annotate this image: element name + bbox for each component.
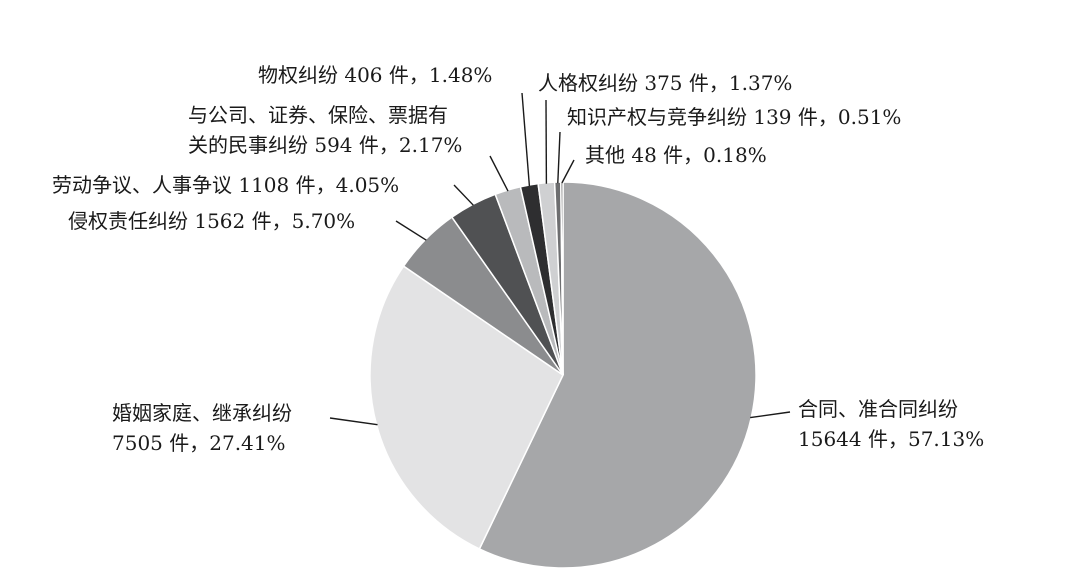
leader-line-3 xyxy=(453,184,474,206)
leader-line-4 xyxy=(489,155,509,192)
slice-label-0-line-0: 合同、准合同纠纷 xyxy=(798,397,958,421)
leader-line-0 xyxy=(750,411,791,419)
slice-label-7-line-0: 知识产权与竞争纠纷 139 件，0.51% xyxy=(567,105,901,129)
slice-label-4-line-1: 关的民事纠纷 594 件，2.17% xyxy=(188,133,462,157)
leader-line-2 xyxy=(395,220,427,241)
slice-label-0-line-1: 15644 件，57.13% xyxy=(798,427,984,451)
leader-line-1 xyxy=(329,417,378,426)
slice-label-6-line-0: 人格权纠纷 375 件，1.37% xyxy=(538,71,792,95)
slice-label-2-line-0: 侵权责任纠纷 1562 件，5.70% xyxy=(68,209,355,233)
pie-slices xyxy=(369,181,757,569)
leader-lines xyxy=(329,92,791,426)
leader-line-5 xyxy=(521,92,531,187)
slice-label-4-line-0: 与公司、证券、保险、票据有 xyxy=(188,103,448,127)
slice-label-3-line-0: 劳动争议、人事争议 1108 件，4.05% xyxy=(52,173,399,197)
slice-label-1-line-0: 婚姻家庭、继承纠纷 xyxy=(112,401,292,425)
slice-label-8-line-0: 其他 48 件，0.18% xyxy=(585,143,767,167)
leader-line-7 xyxy=(557,131,561,184)
slice-label-1-line-1: 7505 件，27.41% xyxy=(112,431,286,455)
leader-line-8 xyxy=(561,159,575,184)
slice-labels: 合同、准合同纠纷 15644 件，57.13% 婚姻家庭、继承纠纷 7505 件，27… xyxy=(52,63,984,455)
slice-label-5-line-0: 物权纠纷 406 件，1.48% xyxy=(258,63,492,87)
